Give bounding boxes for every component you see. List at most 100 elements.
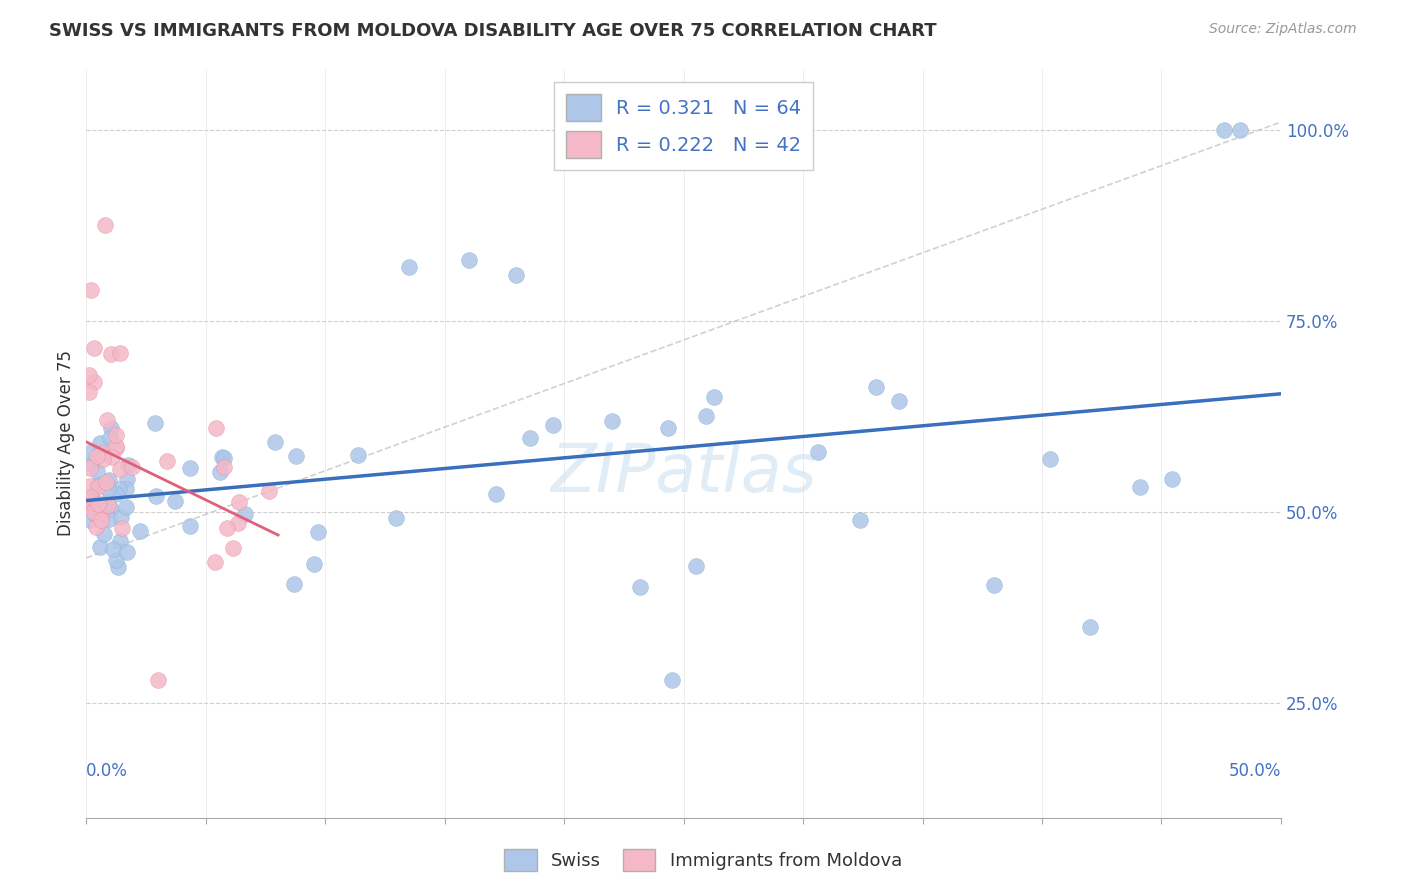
Point [307, 524, 329, 539]
Point [93, 526, 115, 541]
Point [865, 380, 887, 394]
Point [146, 673, 169, 688]
Point [105, 553, 128, 567]
Point [101, 450, 124, 464]
Point [87, 478, 110, 492]
Point [114, 500, 136, 514]
Point [100, 421, 122, 435]
Point [222, 541, 245, 555]
Point [685, 558, 707, 573]
Point [100, 346, 122, 360]
Point [87, 480, 110, 494]
Point [79, 478, 101, 492]
Point [384, 510, 406, 524]
Point [101, 541, 124, 556]
Point [98, 474, 121, 488]
Point [105, 428, 128, 442]
Point [80, 490, 103, 504]
Point [97, 482, 120, 496]
Point [398, 260, 420, 275]
Point [96, 475, 118, 490]
Point [117, 545, 139, 559]
Point [304, 558, 326, 572]
Point [80, 491, 103, 505]
Point [214, 451, 236, 466]
Point [121, 459, 143, 474]
Point [80, 283, 103, 297]
Point [1160, 472, 1182, 486]
Point [283, 577, 305, 591]
Point [83, 506, 105, 520]
Point [849, 513, 872, 527]
Point [114, 482, 136, 496]
Point [1128, 480, 1150, 494]
Point [84, 520, 107, 534]
Point [117, 458, 139, 472]
Point [115, 472, 138, 486]
Point [457, 252, 479, 267]
Legend: Swiss, Immigrants from Moldova: Swiss, Immigrants from Moldova [496, 842, 910, 879]
Point [661, 673, 683, 688]
Point [889, 393, 911, 408]
Point [86, 449, 108, 463]
Point [179, 461, 201, 475]
Point [90, 513, 112, 527]
Point [179, 518, 201, 533]
Point [94, 219, 117, 233]
Point [98, 512, 121, 526]
Point [1229, 122, 1251, 136]
Point [82, 496, 104, 510]
Point [111, 521, 134, 535]
Point [541, 417, 564, 432]
Point [83, 376, 105, 390]
Point [89, 509, 111, 524]
Point [505, 268, 527, 282]
Point [1212, 122, 1234, 136]
Point [263, 434, 285, 449]
Point [96, 495, 118, 509]
Point [108, 483, 131, 497]
Point [145, 489, 167, 503]
Text: 50.0%: 50.0% [1229, 762, 1281, 780]
Point [80, 457, 103, 471]
Point [89, 435, 111, 450]
Y-axis label: Disability Age Over 75: Disability Age Over 75 [58, 351, 75, 536]
Point [695, 409, 717, 423]
Point [90, 446, 112, 460]
Point [204, 555, 226, 569]
Point [212, 460, 235, 475]
Point [211, 450, 233, 465]
Point [82, 505, 104, 519]
Point [228, 494, 250, 508]
Point [657, 421, 679, 435]
Point [628, 580, 651, 594]
Point [86, 464, 108, 478]
Point [347, 448, 370, 462]
Point [89, 541, 111, 555]
Point [98, 431, 121, 445]
Text: ZIPatlas: ZIPatlas [550, 440, 817, 506]
Point [79, 513, 101, 527]
Point [235, 508, 257, 522]
Point [205, 421, 228, 435]
Point [215, 521, 238, 535]
Point [87, 497, 110, 511]
Point [257, 484, 280, 499]
Point [284, 449, 307, 463]
Point [703, 390, 725, 404]
Point [96, 412, 118, 426]
Point [91, 452, 114, 467]
Point [165, 494, 187, 508]
Point [600, 414, 623, 428]
Point [97, 498, 120, 512]
Point [80, 445, 103, 459]
Point [96, 502, 118, 516]
Text: 0.0%: 0.0% [86, 762, 128, 780]
Point [983, 577, 1005, 591]
Point [77, 496, 100, 510]
Point [485, 487, 508, 501]
Point [156, 453, 179, 467]
Text: Source: ZipAtlas.com: Source: ZipAtlas.com [1209, 22, 1357, 37]
Point [143, 416, 166, 430]
Point [104, 439, 127, 453]
